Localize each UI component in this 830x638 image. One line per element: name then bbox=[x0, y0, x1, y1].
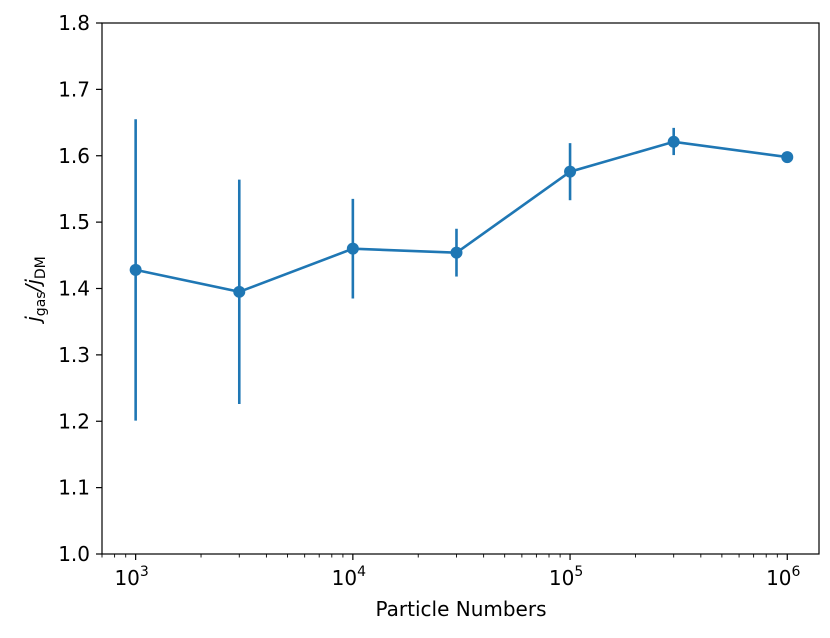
y-axis-label-sub1: gas bbox=[33, 291, 49, 316]
y-tick-label: 1.6 bbox=[58, 144, 90, 168]
y-tick-label: 1.1 bbox=[58, 476, 90, 500]
y-tick-label: 1.4 bbox=[58, 277, 90, 301]
x-axis-label: Particle Numbers bbox=[375, 597, 546, 621]
y-axis-label-j2: j bbox=[21, 279, 45, 288]
y-axis-label: jgas/jDM bbox=[21, 256, 49, 325]
data-point bbox=[129, 263, 142, 276]
data-point bbox=[564, 165, 577, 178]
data-point bbox=[450, 246, 463, 259]
data-point bbox=[346, 242, 359, 255]
y-axis-label-sep: / bbox=[21, 282, 45, 293]
x-tick-label: 106 bbox=[766, 564, 800, 590]
data-point bbox=[233, 285, 246, 298]
y-tick-label: 1.8 bbox=[58, 11, 90, 35]
data-point bbox=[781, 151, 794, 164]
y-tick-label: 1.5 bbox=[58, 210, 90, 234]
y-tick-label: 1.7 bbox=[58, 77, 90, 101]
y-axis-label-sub2: DM bbox=[33, 256, 49, 279]
plot-area bbox=[129, 119, 794, 421]
y-tick-label: 1.0 bbox=[58, 542, 90, 566]
axes: 1.0 1.1 1.2 1.3 1.4 1.5 1.6 1.7 1.8 103 104 105 106 bbox=[58, 11, 820, 590]
data-point bbox=[667, 135, 680, 148]
y-tick-label: 1.2 bbox=[58, 409, 90, 433]
x-tick-label: 105 bbox=[549, 564, 583, 590]
y-axis-label-j1: j bbox=[21, 316, 45, 325]
x-tick-label: 103 bbox=[114, 564, 148, 590]
y-tick-label: 1.3 bbox=[58, 343, 90, 367]
x-tick-label: 104 bbox=[332, 564, 366, 590]
